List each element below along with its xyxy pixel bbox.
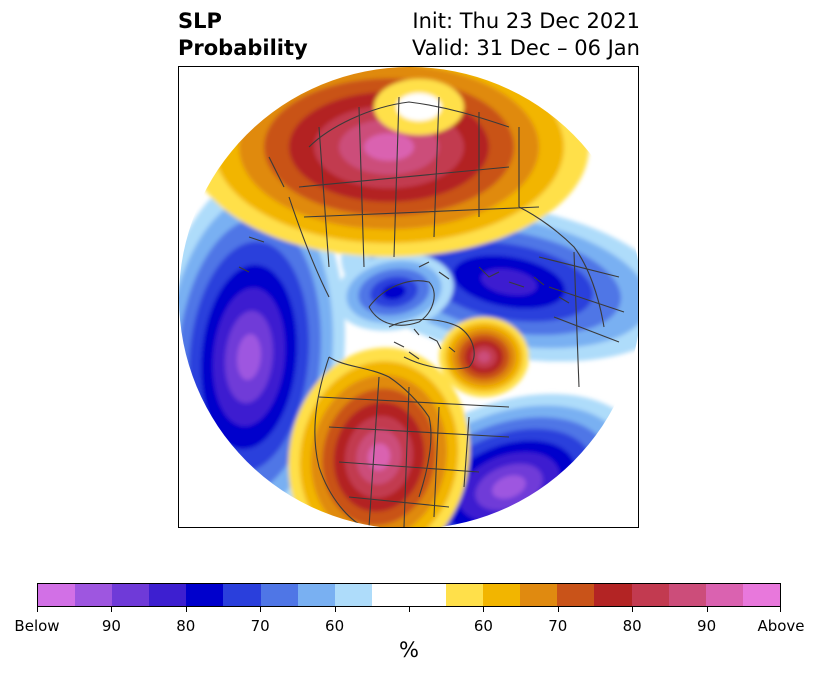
colorbar-cell xyxy=(483,584,521,606)
valid-period-label: Valid: 31 Dec – 06 Jan xyxy=(411,36,640,60)
product-label: Probability xyxy=(178,36,308,60)
colorbar-tick xyxy=(260,607,262,612)
colorbar-tick-label: 60 xyxy=(473,617,493,635)
colorbar-tick xyxy=(185,607,187,612)
colorbar-tick-label: 90 xyxy=(101,617,121,635)
colorbar-cell xyxy=(446,584,484,606)
north-america-high-anomaly xyxy=(288,347,470,527)
colorbar-tick-label: 70 xyxy=(548,617,568,635)
colorbar-tick xyxy=(483,607,485,612)
colorbar-tick xyxy=(37,607,38,612)
colorbar-cell xyxy=(112,584,150,606)
colorbar-tick-label: Below xyxy=(14,617,60,635)
colorbar-cell xyxy=(742,584,780,606)
map-title-left: SLP Probability xyxy=(178,8,308,62)
colorbar-cell xyxy=(149,584,187,606)
colorbar-cell xyxy=(38,584,76,606)
colorbar-cell xyxy=(334,584,372,606)
variable-label: SLP xyxy=(178,9,222,33)
colorbar-cell xyxy=(631,584,669,606)
colorbar-tick xyxy=(557,607,559,612)
colorbar-cell xyxy=(371,584,409,606)
colorbar-tick-label: 80 xyxy=(622,617,642,635)
neutral-area xyxy=(374,79,464,135)
colorbar-tick-label: 90 xyxy=(697,617,717,635)
colorbar-unit-label: % xyxy=(399,638,419,662)
colorbar-cell xyxy=(594,584,632,606)
colorbar-cell xyxy=(297,584,335,606)
colorbar-tick xyxy=(632,607,634,612)
colorbar-cell xyxy=(705,584,743,606)
colorbar-tick xyxy=(409,607,410,612)
colorbar-cell xyxy=(668,584,706,606)
colorbar-cell xyxy=(223,584,261,606)
probability-map xyxy=(179,67,638,527)
probability-colorbar xyxy=(37,583,781,607)
colorbar-cell xyxy=(520,584,558,606)
map-panel xyxy=(178,66,639,528)
colorbar-tick xyxy=(706,607,708,612)
colorbar-tick-label: Above xyxy=(757,617,805,635)
colorbar-cell xyxy=(260,584,298,606)
colorbar-tick-label: 60 xyxy=(325,617,345,635)
colorbar-tick-label: 70 xyxy=(250,617,270,635)
init-time-label: Init: Thu 23 Dec 2021 xyxy=(412,9,640,33)
polar-disk xyxy=(179,67,638,527)
eurasia-high-anomaly xyxy=(189,67,589,257)
colorbar-cell xyxy=(408,584,447,606)
colorbar-tick xyxy=(334,607,336,612)
colorbar-tick-label: 80 xyxy=(176,617,196,635)
colorbar-tick xyxy=(111,607,113,612)
coastlines xyxy=(238,76,626,527)
colorbar-tick xyxy=(780,607,781,612)
greenland-low-anomaly xyxy=(334,253,454,331)
europe-high-anomaly xyxy=(439,317,529,397)
colorbar-cell xyxy=(75,584,113,606)
colorbar-cell xyxy=(557,584,595,606)
map-title-right: Init: Thu 23 Dec 2021 Valid: 31 Dec – 06… xyxy=(412,8,640,62)
colorbar-cell xyxy=(186,584,224,606)
